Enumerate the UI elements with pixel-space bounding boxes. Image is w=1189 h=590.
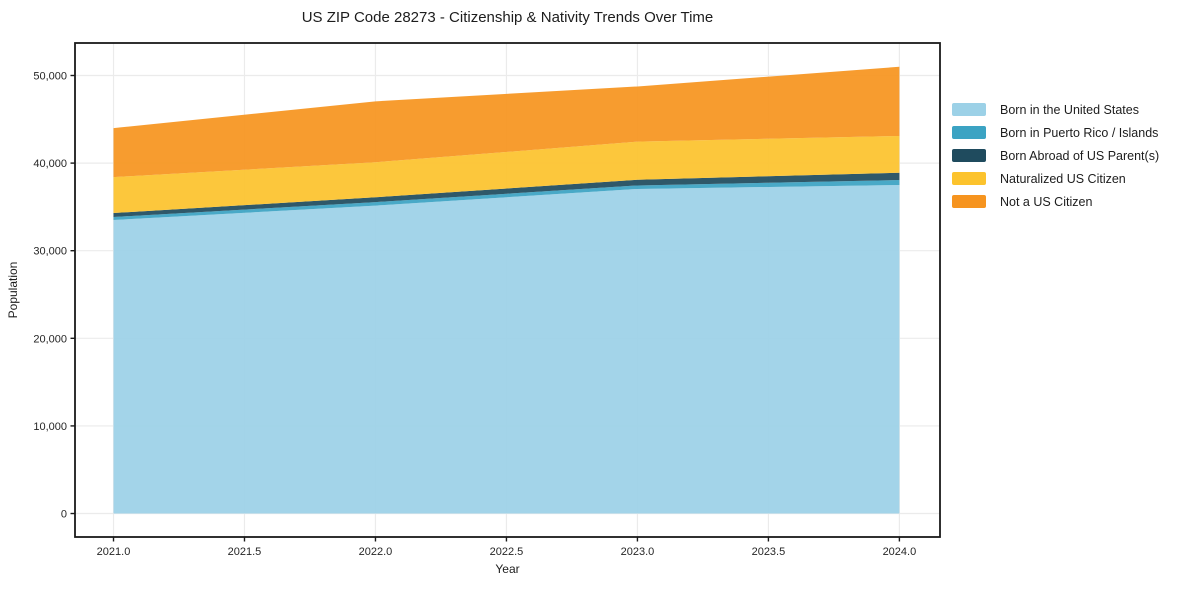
legend-label: Born in the United States bbox=[1000, 102, 1139, 117]
x-tick-label: 2022.0 bbox=[359, 546, 393, 558]
area-series bbox=[113, 66, 900, 178]
legend-swatch bbox=[952, 195, 986, 208]
legend-label: Not a US Citizen bbox=[1000, 194, 1093, 209]
x-tick-label: 2023.5 bbox=[752, 546, 786, 558]
legend-label: Born Abroad of US Parent(s) bbox=[1000, 148, 1160, 163]
x-tick-label: 2021.5 bbox=[228, 546, 262, 558]
x-tick-label: 2023.0 bbox=[621, 546, 655, 558]
area-series bbox=[113, 185, 900, 514]
legend-item: Not a US Citizen bbox=[952, 194, 1159, 209]
legend-item: Born in the United States bbox=[952, 102, 1159, 117]
legend-swatch bbox=[952, 172, 986, 185]
y-tick-label: 10,000 bbox=[33, 421, 67, 433]
legend-item: Born in Puerto Rico / Islands bbox=[952, 125, 1159, 140]
area-series bbox=[113, 135, 900, 214]
legend-swatch bbox=[952, 149, 986, 162]
y-tick-label: 40,000 bbox=[33, 158, 67, 170]
y-tick-label: 0 bbox=[61, 509, 67, 521]
area-series bbox=[113, 180, 900, 221]
legend-label: Naturalized US Citizen bbox=[1000, 171, 1126, 186]
x-tick-label: 2022.5 bbox=[490, 546, 524, 558]
y-tick-label: 30,000 bbox=[33, 246, 67, 258]
x-tick-label: 2021.0 bbox=[97, 546, 131, 558]
chart-title: US ZIP Code 28273 - Citizenship & Nativi… bbox=[301, 9, 714, 26]
y-tick-label: 20,000 bbox=[33, 333, 67, 345]
legend-label: Born in Puerto Rico / Islands bbox=[1000, 125, 1159, 140]
y-axis-label: Population bbox=[6, 261, 20, 319]
plot-frame bbox=[74, 42, 941, 538]
x-tick-label: 2024.0 bbox=[883, 546, 917, 558]
y-tick-label: 50,000 bbox=[33, 71, 67, 83]
legend: Born in the United States Born in Puerto … bbox=[952, 102, 1160, 209]
legend-item: Born Abroad of US Parent(s) bbox=[952, 148, 1160, 163]
area-series bbox=[113, 172, 900, 217]
x-axis-label: Year bbox=[495, 562, 520, 576]
legend-swatch bbox=[952, 126, 986, 139]
legend-item: Naturalized US Citizen bbox=[952, 171, 1159, 186]
legend-swatch bbox=[952, 103, 986, 116]
